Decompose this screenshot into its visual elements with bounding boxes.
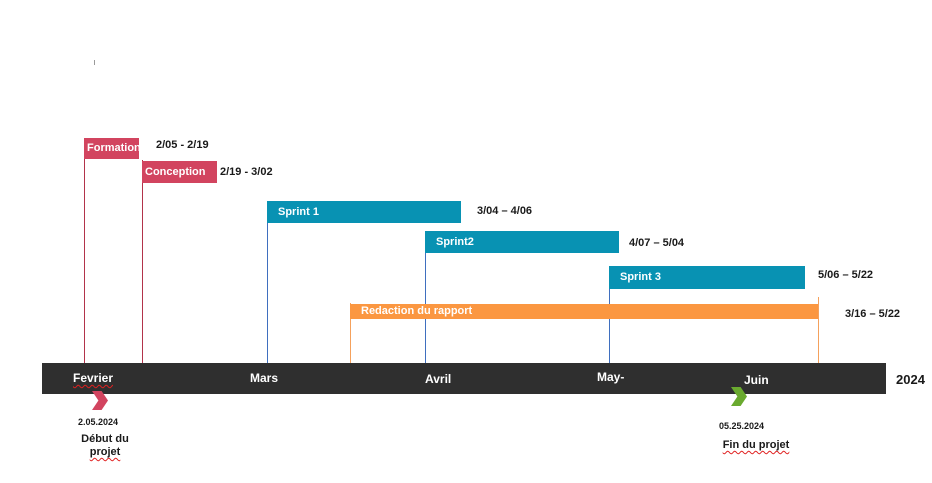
end-milestone-date: 05.25.2024 (719, 421, 764, 431)
month-label-avril: Avril (425, 372, 451, 386)
range-formation: 2/05 - 2/19 (156, 139, 209, 151)
month-label-may: May- (597, 370, 624, 384)
end-milestone-label: Fin du projet (716, 439, 796, 452)
range-redaction-rapport: 3/16 – 5/22 (845, 308, 900, 320)
year-label: 2024 (896, 372, 925, 387)
task-bar-conception: Conception (142, 161, 217, 183)
range-conception: 2/19 - 3/02 (220, 166, 273, 178)
task-bar-redaction-rapport: Redaction du rapport (350, 304, 818, 319)
task-bar-sprint-2: Sprint2 (425, 231, 619, 253)
month-label-juin: Juin (744, 373, 769, 387)
conception-drop-line (142, 160, 143, 365)
task-bar-formation: Formation (84, 138, 139, 159)
sprint1-drop-line (267, 201, 268, 363)
month-label-fevrier: Fevrier (73, 371, 113, 385)
rapport-drop-line-right (818, 297, 819, 363)
start-milestone-label: Début du projet (70, 433, 140, 459)
task-bar-sprint-3: Sprint 3 (609, 266, 805, 289)
month-label-mars: Mars (250, 371, 278, 385)
range-sprint-1: 3/04 – 4/06 (477, 205, 532, 217)
formation-drop-line (84, 138, 85, 365)
range-sprint-2: 4/07 – 5/04 (629, 237, 684, 249)
range-sprint-3: 5/06 – 5/22 (818, 269, 873, 281)
stray-tick-mark (94, 60, 95, 65)
task-bar-sprint-1: Sprint 1 (267, 201, 461, 223)
start-milestone-date: 2.05.2024 (78, 417, 118, 427)
